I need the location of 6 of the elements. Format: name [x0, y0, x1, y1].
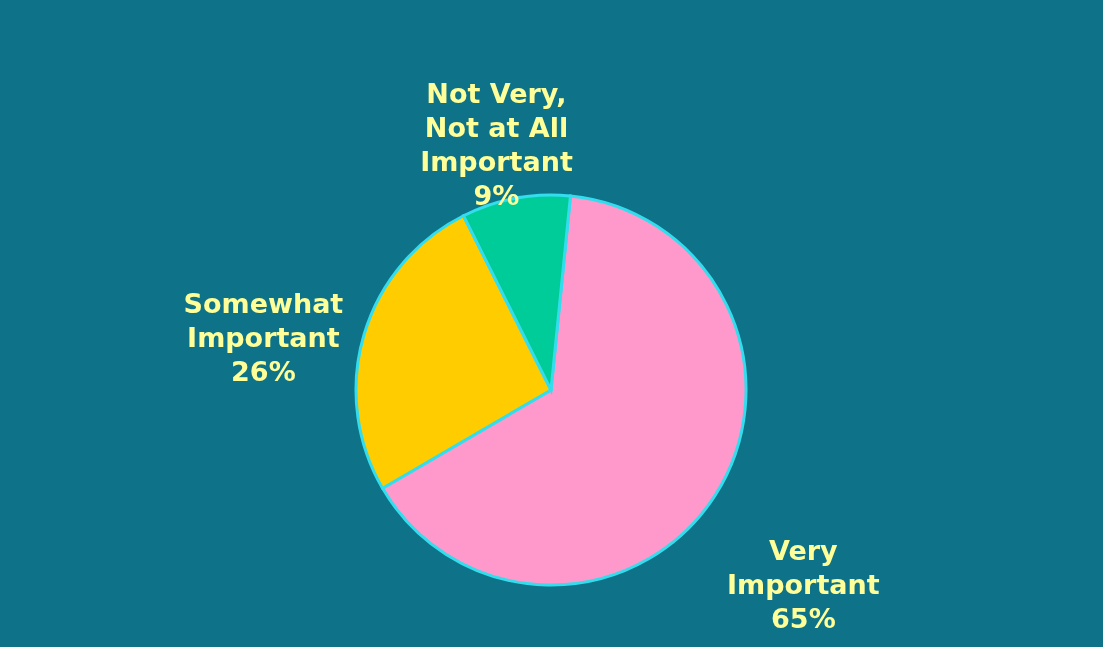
slice-label: Very Important — [727, 535, 880, 601]
data-label: 26% — [231, 355, 296, 387]
data-label: 65% — [771, 603, 836, 635]
slice-label: Not Very, Not at All Important — [420, 78, 573, 177]
data-label: 9% — [473, 180, 520, 211]
slice-label: Somewhat Important — [183, 287, 344, 353]
